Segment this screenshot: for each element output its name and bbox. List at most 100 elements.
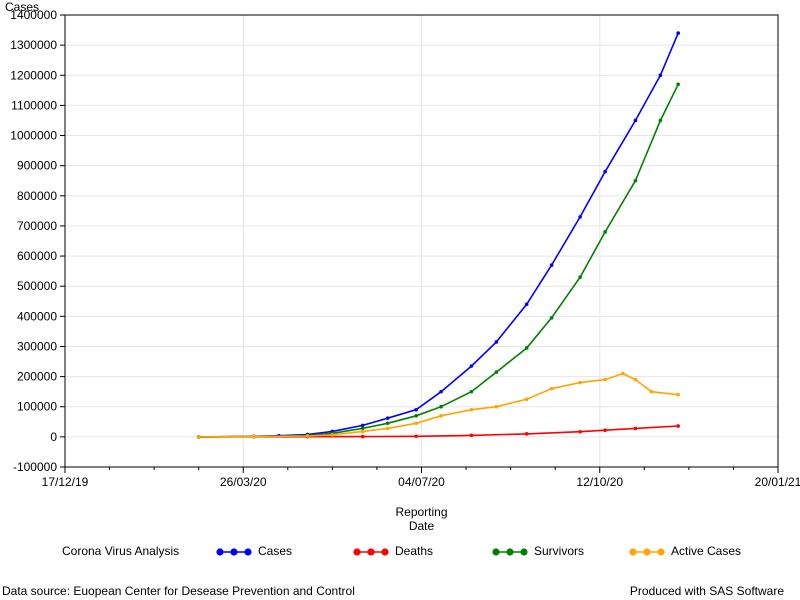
y-tick-label: 1100000 [11, 98, 57, 112]
data-point [494, 340, 499, 344]
data-point [603, 169, 607, 174]
data-point [676, 31, 680, 35]
data-point [385, 426, 390, 431]
legend-dot [506, 548, 514, 556]
data-point [524, 346, 529, 350]
data-point [439, 413, 443, 418]
data-point [385, 416, 390, 420]
y-axis-label: Cases [5, 0, 39, 14]
legend-dot [244, 548, 252, 556]
data-point [633, 178, 638, 183]
y-tick-label: 100000 [17, 400, 57, 414]
legend-title: Corona Virus Analysis [62, 544, 180, 558]
x-tick-label: 12/10/20 [576, 475, 623, 489]
data-point [414, 421, 418, 426]
x-tick-label: 17/12/19 [42, 475, 89, 489]
y-tick-label: 700000 [17, 219, 57, 233]
data-source-note: Data source: Euopean Center for Desease … [2, 584, 355, 598]
legend-label-survivors: Survivors [534, 544, 585, 558]
data-point [469, 364, 474, 368]
data-point [385, 421, 390, 426]
data-point [578, 380, 582, 385]
data-point [439, 389, 443, 394]
legend-marker-survivors [492, 548, 528, 556]
y-tick-label: 500000 [17, 279, 57, 293]
data-point [578, 215, 582, 219]
x-tick-label: 26/03/20 [220, 475, 267, 489]
data-point [469, 407, 474, 412]
data-point [252, 434, 256, 439]
legend-dot [629, 548, 637, 556]
legend-label-deaths: Deaths [395, 544, 434, 558]
y-tick-label: 600000 [17, 249, 57, 263]
legend-dot [353, 548, 361, 556]
data-point [360, 429, 365, 434]
data-point [603, 230, 607, 234]
legend-marker-active-cases [629, 548, 665, 556]
data-point [494, 404, 499, 409]
produced-with-note: Produced with SAS Software [629, 584, 784, 598]
x-tick-label: 20/01/21 [755, 475, 800, 489]
data-point [360, 423, 365, 428]
data-point [603, 377, 607, 382]
data-point [603, 428, 607, 433]
data-point [633, 426, 638, 431]
data-point [414, 413, 418, 418]
data-point [633, 118, 638, 123]
data-point [469, 389, 474, 394]
legend-marker-cases [216, 548, 252, 556]
x-tick-label: 04/07/20 [398, 475, 445, 489]
legend-dot [643, 548, 651, 556]
data-point [578, 275, 582, 279]
y-tick-label: 1400000 [10, 8, 57, 22]
data-point [676, 392, 680, 397]
series-line [198, 32, 679, 438]
y-tick-label: 0 [50, 430, 57, 444]
legend-dot [381, 548, 389, 556]
data-point [439, 404, 443, 409]
data-point [330, 432, 335, 437]
data-point [524, 302, 529, 307]
data-point [658, 73, 663, 78]
y-tick-label: 1200000 [10, 68, 57, 82]
data-point [658, 118, 663, 123]
data-point [469, 433, 474, 438]
data-point [494, 370, 499, 374]
y-tick-label: 300000 [17, 339, 57, 353]
y-tick-label: 800000 [17, 189, 57, 203]
data-point [549, 316, 554, 320]
data-point [196, 435, 201, 439]
y-tick-label: 200000 [17, 370, 57, 384]
y-tick-label: -100000 [13, 460, 57, 474]
data-point [621, 371, 625, 376]
data-point [676, 424, 680, 428]
legend-marker-deaths [353, 548, 389, 556]
legend-dot [367, 548, 375, 556]
data-point [676, 82, 680, 87]
y-tick-label: 400000 [17, 309, 57, 323]
data-point [414, 434, 418, 439]
legend-dot [520, 548, 528, 556]
data-point [360, 426, 365, 431]
legend-label-cases: Cases [258, 544, 293, 558]
data-point [549, 263, 554, 267]
legend: Corona Virus Analysis Cases Deaths Survi… [0, 543, 800, 561]
data-point [549, 386, 554, 391]
data-point [360, 434, 365, 439]
series-line [198, 83, 679, 438]
y-tick-label: 1000000 [10, 129, 57, 143]
x-axis-label-line2: Date [409, 519, 435, 533]
legend-dot [657, 548, 665, 556]
data-point [524, 432, 529, 436]
series-line [198, 372, 679, 438]
data-point [578, 429, 582, 434]
legend-label-active-cases: Active Cases [671, 544, 742, 558]
y-tick-label: 1300000 [10, 38, 57, 52]
legend-dot [492, 548, 500, 556]
legend-dot [216, 548, 224, 556]
data-point [524, 397, 529, 402]
legend-dot [230, 548, 238, 556]
y-tick-label: 900000 [17, 159, 57, 173]
data-point [633, 377, 638, 382]
